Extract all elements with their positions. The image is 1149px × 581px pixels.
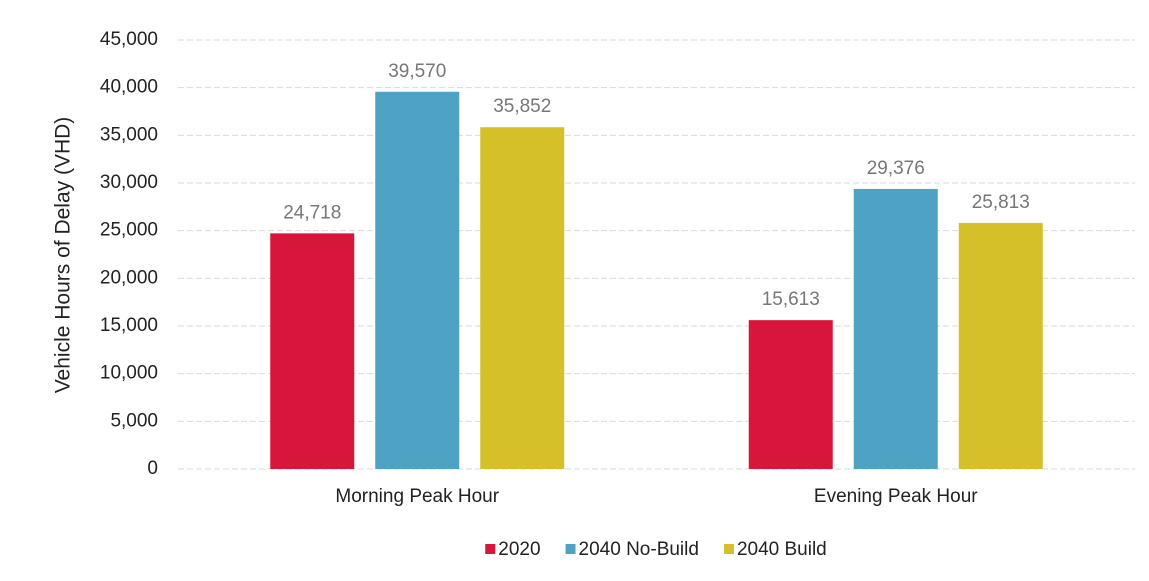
- y-tick-label: 45,000: [100, 29, 158, 50]
- data-label: 35,852: [493, 96, 551, 117]
- x-tick-label: Morning Peak Hour: [335, 486, 499, 507]
- bar: [958, 222, 1043, 469]
- data-label: 25,813: [972, 192, 1030, 213]
- y-tick-label: 10,000: [100, 363, 158, 384]
- y-tick-label: 35,000: [100, 124, 158, 145]
- bar: [270, 233, 355, 469]
- legend-swatch: [485, 544, 496, 554]
- data-label: 29,376: [867, 158, 925, 179]
- bar: [375, 91, 460, 470]
- bar: [480, 127, 565, 469]
- legend-label: 2040 Build: [737, 539, 827, 560]
- x-tick-label: Evening Peak Hour: [814, 486, 978, 507]
- data-label: 15,613: [762, 289, 820, 310]
- bar: [853, 188, 938, 470]
- legend-label: 2020: [498, 539, 540, 560]
- bar: [748, 320, 833, 469]
- y-tick-label: 0: [147, 458, 158, 479]
- legend-swatch: [565, 544, 576, 554]
- y-tick-label: 25,000: [100, 220, 158, 241]
- data-label: 24,718: [283, 202, 341, 223]
- legend-label: 2040 No-Build: [579, 539, 699, 560]
- y-tick-label: 20,000: [100, 267, 158, 288]
- legend-swatch: [723, 544, 734, 554]
- y-tick-label: 15,000: [100, 315, 158, 336]
- y-tick-label: 30,000: [100, 172, 158, 193]
- data-label: 39,570: [388, 61, 446, 82]
- y-axis-label: Vehicle Hours of Delay (VHD): [52, 117, 75, 394]
- y-tick-label: 5,000: [110, 410, 158, 431]
- y-tick-label: 40,000: [100, 77, 158, 98]
